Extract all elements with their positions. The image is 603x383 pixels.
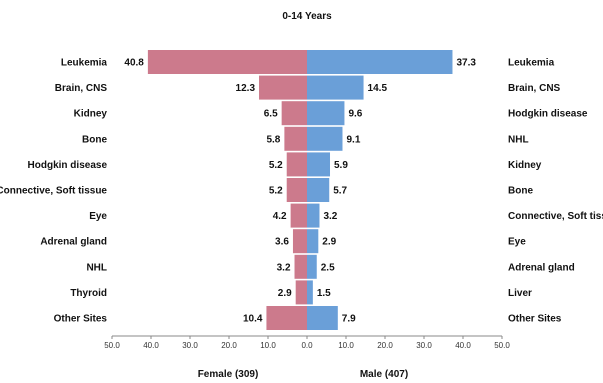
x-tick-label: 20.0 bbox=[377, 341, 393, 350]
male-category-label: Other Sites bbox=[508, 314, 562, 325]
male-axis-title: Male (407) bbox=[360, 369, 408, 380]
female-category-label: Hodgkin disease bbox=[28, 160, 108, 171]
female-bar-eye bbox=[290, 203, 307, 228]
x-tick-label: 50.0 bbox=[104, 341, 120, 350]
female-category-label: Thyroid bbox=[70, 288, 107, 299]
male-category-label: Bone bbox=[508, 186, 533, 197]
female-bar-bone bbox=[284, 126, 307, 151]
male-bar-kidney bbox=[307, 152, 331, 177]
male-value-label: 37.3 bbox=[456, 58, 476, 69]
female-category-label: Kidney bbox=[74, 109, 108, 120]
female-bar-kidney bbox=[281, 101, 307, 126]
x-tick-label: 30.0 bbox=[182, 341, 198, 350]
female-value-label: 3.2 bbox=[277, 262, 291, 273]
x-axis-ticks: 50.0 40.0 30.0 20.0 10.0 0.0 10.0 20.0 30.0 40.0 5… bbox=[104, 336, 510, 350]
male-value-label: 9.1 bbox=[346, 134, 360, 145]
labels-group: 40.8 37.3 Leukemia Leukemia 12.3 14.5 Brain, C… bbox=[0, 58, 603, 325]
female-value-label: 12.3 bbox=[236, 83, 256, 94]
male-value-label: 2.9 bbox=[322, 237, 336, 248]
female-category-label: Eye bbox=[89, 211, 107, 222]
female-value-label: 5.2 bbox=[269, 160, 283, 171]
male-category-label: Eye bbox=[508, 237, 526, 248]
female-category-label: NHL bbox=[86, 262, 107, 273]
male-value-label: 9.6 bbox=[348, 109, 362, 120]
x-tick-label: 20.0 bbox=[221, 341, 237, 350]
female-bar-adrenal-gland bbox=[292, 229, 307, 254]
male-bar-adrenal-gland bbox=[307, 254, 317, 279]
female-bar-thyroid bbox=[295, 280, 307, 305]
female-value-label: 40.8 bbox=[124, 58, 144, 69]
male-value-label: 7.9 bbox=[342, 314, 356, 325]
female-bar-connective-soft-tissue bbox=[286, 178, 307, 202]
female-value-label: 2.9 bbox=[278, 288, 292, 299]
male-value-label: 5.7 bbox=[333, 186, 347, 197]
female-category-label: Other Sites bbox=[54, 314, 108, 325]
x-tick-label: 50.0 bbox=[494, 341, 510, 350]
female-bar-leukemia bbox=[147, 50, 307, 74]
male-value-label: 1.5 bbox=[317, 288, 331, 299]
x-tick-label: 40.0 bbox=[143, 341, 159, 350]
female-bar-nhl bbox=[294, 254, 307, 279]
male-value-label: 3.2 bbox=[323, 211, 337, 222]
female-value-label: 3.6 bbox=[275, 237, 289, 248]
female-category-label: Adrenal gland bbox=[40, 237, 107, 248]
male-bar-connective-soft-tissue bbox=[307, 203, 320, 228]
chart-title: 0-14 Years bbox=[282, 11, 332, 22]
male-bar-hodgkin-disease bbox=[307, 101, 345, 126]
female-axis-title: Female (309) bbox=[198, 369, 259, 380]
female-category-label: Leukemia bbox=[61, 58, 108, 69]
x-tick-label: 30.0 bbox=[416, 341, 432, 350]
male-bar-brain-cns bbox=[307, 75, 364, 100]
female-value-label: 5.2 bbox=[269, 186, 283, 197]
female-bar-brain-cns bbox=[259, 75, 307, 100]
x-tick-label: 10.0 bbox=[338, 341, 354, 350]
female-value-label: 10.4 bbox=[243, 314, 263, 325]
male-category-label: Leukemia bbox=[508, 58, 555, 69]
male-bar-bone bbox=[307, 178, 330, 202]
male-bar-nhl bbox=[307, 126, 343, 151]
male-category-label: Connective, Soft tissue bbox=[508, 211, 603, 222]
female-value-label: 6.5 bbox=[264, 109, 278, 120]
male-bar-eye bbox=[307, 229, 319, 254]
male-category-label: Kidney bbox=[508, 160, 542, 171]
male-category-label: Liver bbox=[508, 288, 532, 299]
female-value-label: 5.8 bbox=[266, 134, 280, 145]
male-category-label: Hodgkin disease bbox=[508, 109, 588, 120]
male-bar-leukemia bbox=[307, 50, 453, 74]
male-bar-other-sites bbox=[307, 306, 338, 330]
male-value-label: 5.9 bbox=[334, 160, 348, 171]
male-category-label: Brain, CNS bbox=[508, 83, 561, 94]
x-tick-label: 0.0 bbox=[301, 341, 313, 350]
male-category-label: NHL bbox=[508, 134, 529, 145]
x-tick-label: 40.0 bbox=[455, 341, 471, 350]
female-value-label: 4.2 bbox=[273, 211, 287, 222]
male-value-label: 14.5 bbox=[368, 83, 388, 94]
male-bar-liver bbox=[307, 280, 313, 305]
female-category-label: Bone bbox=[82, 134, 107, 145]
male-value-label: 2.5 bbox=[321, 262, 335, 273]
female-bar-hodgkin-disease bbox=[286, 152, 307, 177]
female-category-label: Brain, CNS bbox=[55, 83, 108, 94]
x-tick-label: 10.0 bbox=[260, 341, 276, 350]
male-category-label: Adrenal gland bbox=[508, 262, 575, 273]
bars-group bbox=[147, 50, 453, 330]
female-bar-other-sites bbox=[266, 306, 307, 330]
female-category-label: Connective, Soft tissue bbox=[0, 186, 107, 197]
